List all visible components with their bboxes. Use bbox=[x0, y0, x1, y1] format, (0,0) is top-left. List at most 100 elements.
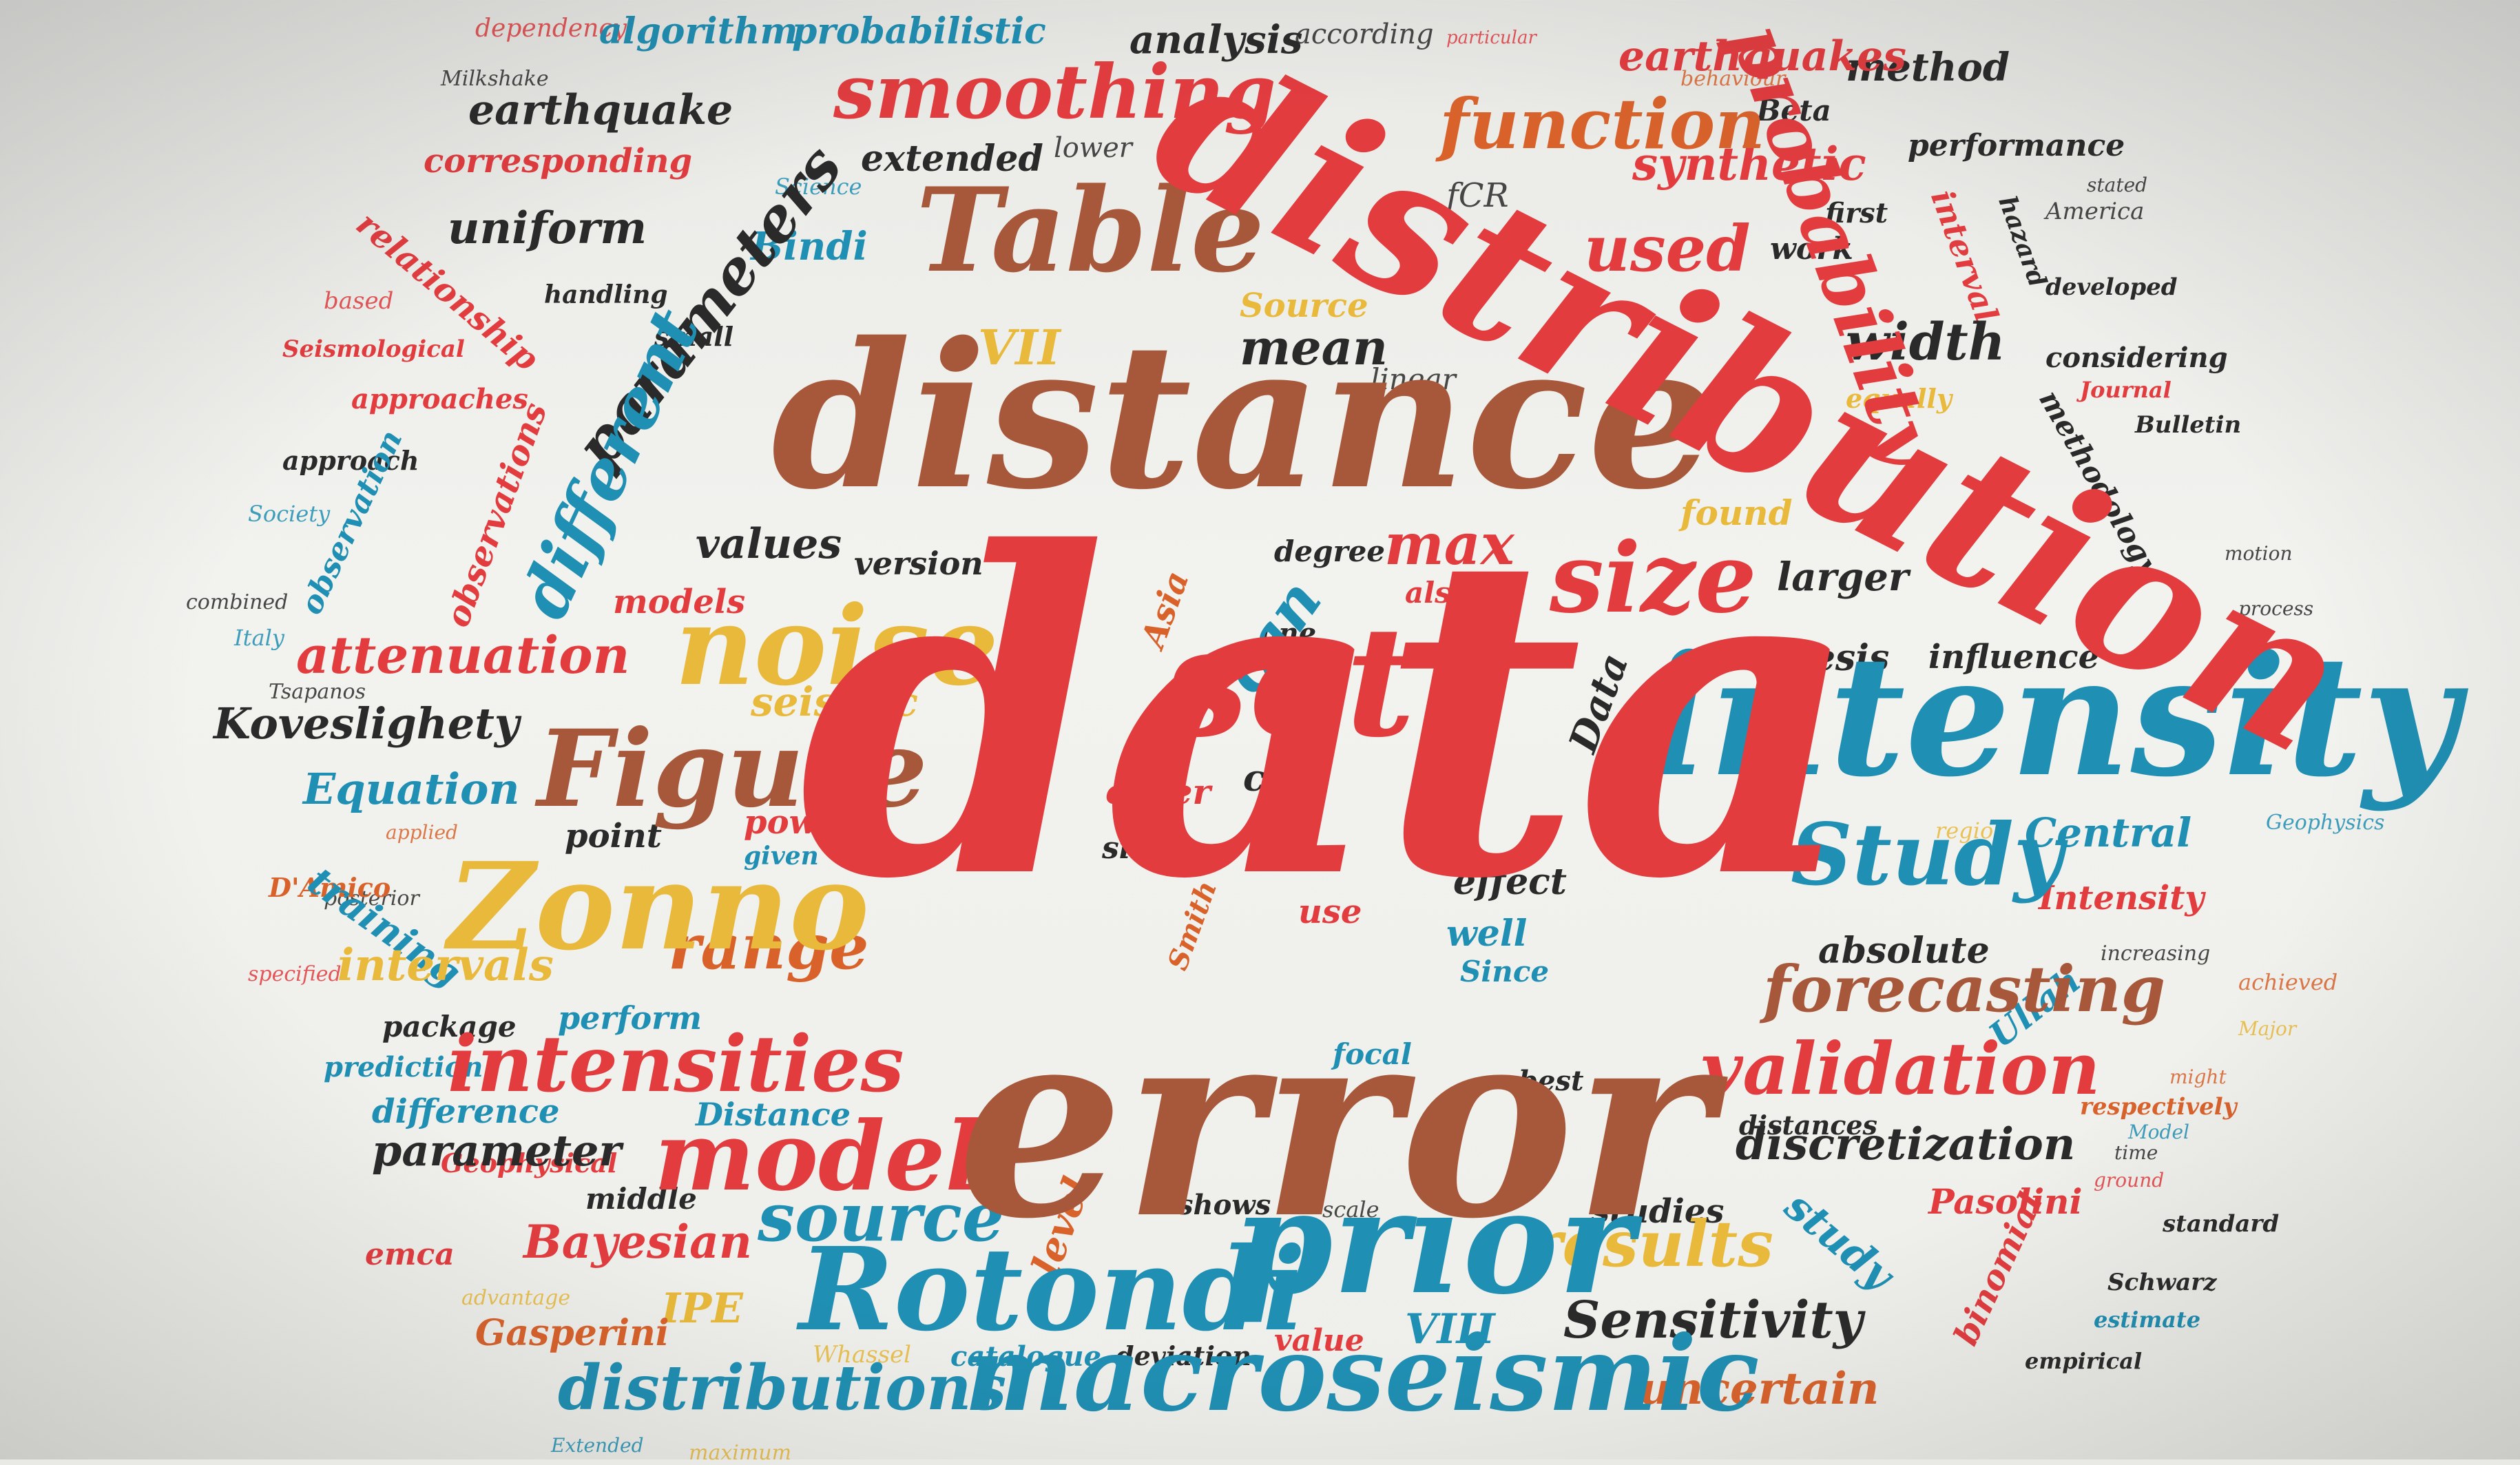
word-equation: Equation bbox=[303, 764, 520, 814]
word-approaches: approaches bbox=[351, 383, 528, 415]
word-uncertain: uncertain bbox=[1639, 1363, 1879, 1415]
word-range: range bbox=[668, 911, 869, 984]
word-distance-cap: Distance bbox=[696, 1096, 851, 1133]
word-dependency: dependency bbox=[475, 14, 627, 43]
word-linear: linear bbox=[1371, 362, 1456, 396]
word-equally: equally bbox=[1846, 383, 1952, 414]
word-given: given bbox=[744, 842, 819, 871]
word-distance: distance bbox=[771, 300, 1715, 534]
word-specified: specified bbox=[248, 962, 342, 986]
word-also: also bbox=[1405, 576, 1470, 610]
word-model: model bbox=[654, 1100, 981, 1212]
word-synthetic: synthetic bbox=[1632, 137, 1866, 191]
word-source-cap: Source bbox=[1240, 287, 1368, 325]
word-combined: combined bbox=[186, 590, 289, 614]
word-approach: approach bbox=[282, 445, 419, 476]
word-degree: degree bbox=[1274, 534, 1386, 568]
word-validation: validation bbox=[1701, 1026, 2101, 1111]
word-data: data bbox=[799, 457, 1861, 975]
word-scale: scale bbox=[1322, 1196, 1379, 1223]
word-italy: Italy bbox=[234, 625, 284, 651]
word-tsapanos: Tsapanos bbox=[269, 680, 366, 704]
word-thesis: thesis bbox=[1770, 637, 1890, 679]
word-bayesian: Bayesian bbox=[523, 1215, 752, 1269]
word-mean: mean bbox=[1240, 319, 1388, 376]
word-advantage: advantage bbox=[461, 1286, 571, 1310]
word-best: best bbox=[1519, 1065, 1584, 1097]
word-might: might bbox=[2169, 1066, 2227, 1088]
word-emca: emca bbox=[365, 1237, 455, 1272]
word-journal: Journal bbox=[2080, 377, 2172, 403]
word-models: models bbox=[613, 583, 746, 621]
word-catalogue: catalogue bbox=[950, 1340, 1102, 1373]
word-considering: considering bbox=[2045, 342, 2228, 374]
word-small: small bbox=[654, 321, 734, 352]
word-max: max bbox=[1384, 512, 1514, 578]
word-milkshake: Milkshake bbox=[441, 67, 549, 91]
word-science: Science bbox=[775, 174, 862, 200]
word-whassel: Whassel bbox=[813, 1341, 912, 1369]
word-distributions: distributions bbox=[558, 1351, 1007, 1424]
word-uniform: uniform bbox=[448, 202, 647, 254]
word-version: version bbox=[854, 545, 983, 582]
word-intensities: intensities bbox=[448, 1019, 904, 1110]
word-use: use bbox=[1298, 893, 1362, 931]
word-geophysical: Geophysical bbox=[441, 1147, 618, 1178]
word-bindi: Bindi bbox=[751, 224, 868, 269]
word-damico: D'Amico bbox=[269, 872, 391, 903]
word-zonno: Zonno bbox=[448, 837, 870, 977]
word-power: power bbox=[744, 803, 856, 842]
word-case: case bbox=[1243, 758, 1331, 800]
word-middle: middle bbox=[585, 1182, 697, 1216]
word-beta: Beta bbox=[1756, 94, 1831, 127]
word-seismic: seismic bbox=[751, 678, 918, 725]
word-rotondi: Rotondi bbox=[799, 1223, 1306, 1357]
word-law: law bbox=[1591, 775, 1659, 817]
word-since: since bbox=[1102, 831, 1191, 866]
word-parameter: parameter bbox=[372, 1125, 622, 1176]
word-probabilistic: probabilistic bbox=[792, 10, 1046, 52]
word-macroseismic: macroseismic bbox=[964, 1313, 1760, 1435]
word-intervals: intervals bbox=[337, 939, 554, 991]
word-performance: performance bbox=[1908, 128, 2125, 163]
word-viii: VIII bbox=[1405, 1305, 1495, 1353]
word-society: Society bbox=[248, 501, 331, 527]
word-one: one bbox=[1260, 617, 1317, 650]
word-corresponding: corresponding bbox=[424, 142, 693, 180]
word-extended-cap: Extended bbox=[551, 1434, 644, 1457]
word-schwarz: Schwarz bbox=[2107, 1269, 2217, 1296]
word-discretization: discretization bbox=[1736, 1119, 2076, 1170]
word-source: source bbox=[758, 1178, 1004, 1256]
word-point: point bbox=[565, 817, 662, 855]
word-work: work bbox=[1770, 231, 1853, 267]
word-focal: focal bbox=[1333, 1037, 1412, 1071]
word-deviation: deviation bbox=[1116, 1340, 1251, 1371]
word-maximum: maximum bbox=[689, 1441, 792, 1465]
word-geophysics: Geophysics bbox=[2266, 811, 2385, 835]
word-effect: effect bbox=[1453, 861, 1567, 903]
word-extended: extended bbox=[861, 138, 1043, 180]
word-motion: motion bbox=[2225, 542, 2293, 565]
word-america: America bbox=[2045, 198, 2145, 225]
word-order: order bbox=[1105, 771, 1211, 812]
word-influence: influence bbox=[1928, 638, 2100, 676]
word-fcr: fCR bbox=[1446, 176, 1509, 215]
word-vii: VII bbox=[978, 319, 1061, 376]
word-algorithm: algorithm bbox=[599, 10, 798, 52]
word-standard: standard bbox=[2163, 1210, 2280, 1238]
word-intensity: intensity bbox=[1646, 619, 2459, 813]
word-noise: noise bbox=[675, 583, 999, 710]
word-well: well bbox=[1446, 913, 1528, 955]
word-absolute: absolute bbox=[1818, 930, 1990, 972]
word-based: based bbox=[324, 287, 394, 315]
word-difference: difference bbox=[372, 1092, 560, 1131]
word-values: values bbox=[696, 520, 842, 568]
word-central: Central bbox=[2025, 809, 2192, 856]
word-hazard: hazard bbox=[1992, 191, 2052, 291]
word-package: package bbox=[382, 1010, 517, 1043]
word-applied: applied bbox=[386, 821, 458, 844]
word-particular: particular bbox=[1446, 28, 1537, 48]
word-results: results bbox=[1529, 1207, 1773, 1281]
word-ipe: IPE bbox=[661, 1285, 743, 1333]
